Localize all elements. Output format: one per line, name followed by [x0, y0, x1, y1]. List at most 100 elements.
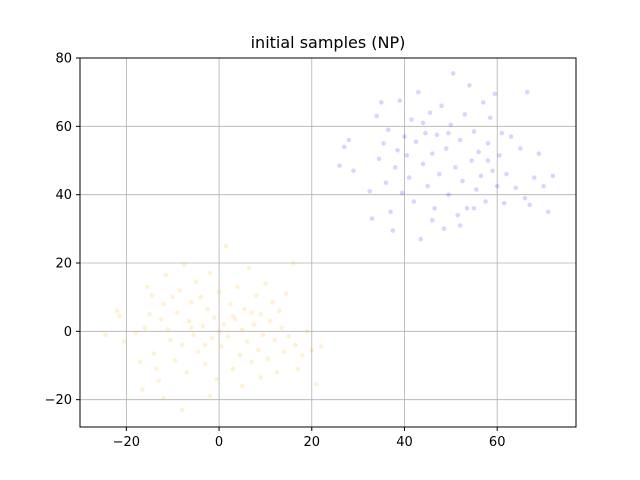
- scatter-point: [423, 130, 428, 136]
- scatter-point: [191, 332, 196, 338]
- scatter-point: [267, 318, 273, 324]
- scatter-point: [202, 361, 208, 367]
- scatter-point: [406, 175, 412, 180]
- scatter-point: [434, 132, 440, 138]
- scatter-point: [381, 141, 386, 146]
- scatter-point: [374, 113, 379, 119]
- scatter-point: [446, 130, 451, 136]
- scatter-point: [279, 325, 284, 331]
- y-tick-label: −20: [45, 393, 72, 408]
- scatter-point: [158, 317, 164, 322]
- scatter-point: [369, 216, 375, 221]
- scatter-point: [147, 311, 152, 317]
- scatter-point: [446, 192, 451, 197]
- scatter-point: [453, 165, 458, 170]
- scatter-point: [230, 366, 236, 372]
- scatter-point: [281, 349, 287, 355]
- scatter-point: [497, 153, 502, 158]
- scatter-point: [188, 325, 194, 331]
- scatter-point: [550, 173, 556, 179]
- scatter-point: [172, 358, 178, 363]
- scatter-point: [499, 130, 505, 136]
- scatter-point: [418, 236, 424, 242]
- scatter-point: [392, 165, 398, 170]
- x-tick-label: 0: [215, 435, 223, 450]
- scatter-point: [175, 310, 180, 315]
- scatter-point: [485, 141, 491, 146]
- scatter-point: [117, 313, 122, 319]
- scatter-point: [455, 212, 461, 218]
- y-tick-label: 40: [55, 188, 72, 203]
- scatter-point: [161, 395, 166, 401]
- scatter-point: [244, 339, 250, 344]
- scatter-point: [184, 370, 189, 375]
- scatter-point: [163, 272, 169, 278]
- scatter-point: [300, 352, 305, 358]
- grid-lines: [80, 57, 576, 427]
- scatter-point: [221, 322, 227, 327]
- scatter-point: [181, 262, 187, 268]
- scatter-point: [137, 359, 143, 365]
- scatter-point: [471, 206, 477, 211]
- scatter-point: [346, 137, 352, 143]
- scatter-point: [504, 171, 509, 177]
- scatter-point: [246, 265, 252, 271]
- series-1: [337, 71, 556, 242]
- scatter-point: [263, 281, 268, 286]
- scatter-point: [272, 337, 277, 343]
- series-0: [103, 243, 324, 413]
- scatter-point: [513, 185, 519, 191]
- scatter-point: [235, 284, 240, 290]
- scatter-point: [383, 180, 389, 186]
- scatter-point: [464, 206, 470, 211]
- scatter-point: [277, 308, 282, 314]
- x-tick-label: 60: [489, 435, 506, 450]
- x-tick-label: −20: [113, 435, 140, 450]
- scatter-point: [258, 375, 264, 380]
- scatter-point: [239, 327, 245, 332]
- scatter-point: [200, 323, 206, 329]
- scatter-point: [249, 310, 254, 315]
- scatter-point: [283, 291, 289, 297]
- scatter-point: [439, 103, 444, 109]
- scatter-point: [457, 223, 463, 228]
- scatter-point: [103, 332, 108, 338]
- scatter-point: [228, 301, 233, 307]
- scatter-point: [223, 243, 229, 249]
- scatter-point: [149, 293, 155, 298]
- scatter-point: [140, 387, 145, 392]
- scatter-point: [151, 351, 157, 356]
- scatter-point: [154, 366, 159, 372]
- scatter-point: [258, 311, 264, 317]
- scatter-point: [469, 158, 475, 163]
- scatter-point: [494, 183, 500, 189]
- scatter-point: [156, 378, 162, 384]
- y-axis-ticks: −20 0 20 40 60 80: [45, 52, 80, 408]
- scatter-point: [179, 407, 185, 413]
- scatter-point: [402, 134, 407, 139]
- scatter-point: [237, 352, 243, 358]
- y-tick-label: 80: [55, 52, 72, 67]
- scatter-point: [525, 89, 530, 95]
- scatter-point: [471, 129, 477, 134]
- y-tick-label: 60: [55, 120, 72, 135]
- scatter-point: [226, 334, 231, 339]
- scatter-point: [388, 209, 393, 215]
- scatter-point: [518, 146, 523, 151]
- scatter-point: [144, 284, 150, 290]
- scatter-point: [242, 306, 247, 312]
- scatter-point: [186, 318, 192, 324]
- scatter-point: [290, 260, 296, 266]
- scatter-point: [188, 299, 194, 305]
- scatter-points: [103, 71, 556, 413]
- scatter-point: [429, 217, 435, 223]
- scatter-point: [212, 315, 217, 320]
- scatter-point: [170, 294, 176, 300]
- scatter-point: [411, 199, 417, 204]
- scatter-point: [501, 200, 507, 206]
- scatter-point: [385, 127, 391, 133]
- scatter-point: [205, 306, 210, 312]
- scatter-point: [114, 308, 120, 314]
- scatter-point: [207, 270, 213, 276]
- scatter-point: [239, 383, 245, 389]
